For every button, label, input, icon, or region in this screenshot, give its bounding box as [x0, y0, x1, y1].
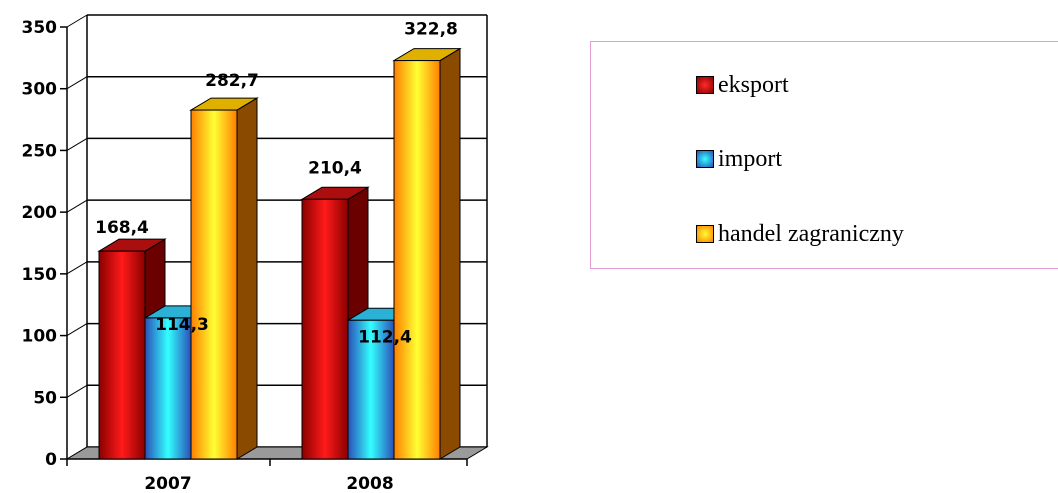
- bars: [97, 47, 462, 460]
- legend: eksport import handel zagraniczny: [590, 41, 1058, 269]
- data-label-eksport-2008: 210,4: [308, 158, 362, 178]
- bar-front-handel-zagraniczny-2007: [190, 109, 238, 460]
- gridline-side-100: [66, 323, 88, 337]
- gridline-side-150: [66, 261, 88, 275]
- bar-handel-zagraniczny-2008: [392, 47, 462, 460]
- bar-front-eksport-2008: [301, 198, 349, 460]
- gridline-side-350: [66, 14, 88, 28]
- data-label-handel-zagraniczny-2008: 322,8: [404, 20, 458, 40]
- x-tick-label-2008: 2008: [346, 474, 393, 493]
- gridline-side-250: [66, 137, 88, 151]
- legend-item-import: import: [696, 147, 782, 171]
- y-tick-label-0: 0: [45, 450, 57, 470]
- legend-label-import: import: [718, 146, 782, 172]
- gridline-side-200: [66, 199, 88, 213]
- legend-swatch-eksport: [696, 76, 714, 94]
- bar-front-eksport-2007: [98, 250, 146, 460]
- data-label-import-2007: 114,3: [155, 315, 209, 335]
- gridline-side-300: [66, 76, 88, 90]
- legend-label-handel-zagraniczny: handel zagraniczny: [718, 221, 904, 247]
- y-tick-label-50: 50: [33, 388, 57, 408]
- legend-swatch-import: [696, 150, 714, 168]
- legend-item-eksport: eksport: [696, 73, 789, 97]
- y-tick-label-300: 300: [22, 80, 58, 100]
- x-tick-label-2007: 2007: [144, 474, 191, 493]
- legend-label-eksport: eksport: [718, 72, 789, 98]
- y-tick-label-200: 200: [22, 203, 58, 223]
- bar-front-import-2007: [144, 317, 192, 460]
- legend-item-handel-zagraniczny: handel zagraniczny: [696, 222, 904, 246]
- y-tick-label-350: 350: [22, 18, 58, 38]
- y-tick-label-150: 150: [22, 265, 58, 285]
- y-tick-label-250: 250: [22, 141, 58, 161]
- bar-front-handel-zagraniczny-2008: [393, 60, 441, 460]
- legend-swatch-handel-zagraniczny: [696, 225, 714, 243]
- bar-handel-zagraniczny-2007: [189, 97, 259, 460]
- data-label-handel-zagraniczny-2007: 282,7: [205, 71, 259, 91]
- labels: 168,4 114,3 282,7 210,4 112,4 322,8: [95, 20, 458, 348]
- gridline-side-50: [66, 384, 88, 398]
- y-tick-label-100: 100: [22, 327, 58, 347]
- data-label-import-2008: 112,4: [358, 327, 412, 347]
- bar-side-handel-zagraniczny-2007: [236, 97, 258, 460]
- bar-side-handel-zagraniczny-2008: [439, 47, 461, 460]
- data-label-eksport-2007: 168,4: [95, 218, 149, 238]
- bar-front-import-2008: [347, 319, 395, 460]
